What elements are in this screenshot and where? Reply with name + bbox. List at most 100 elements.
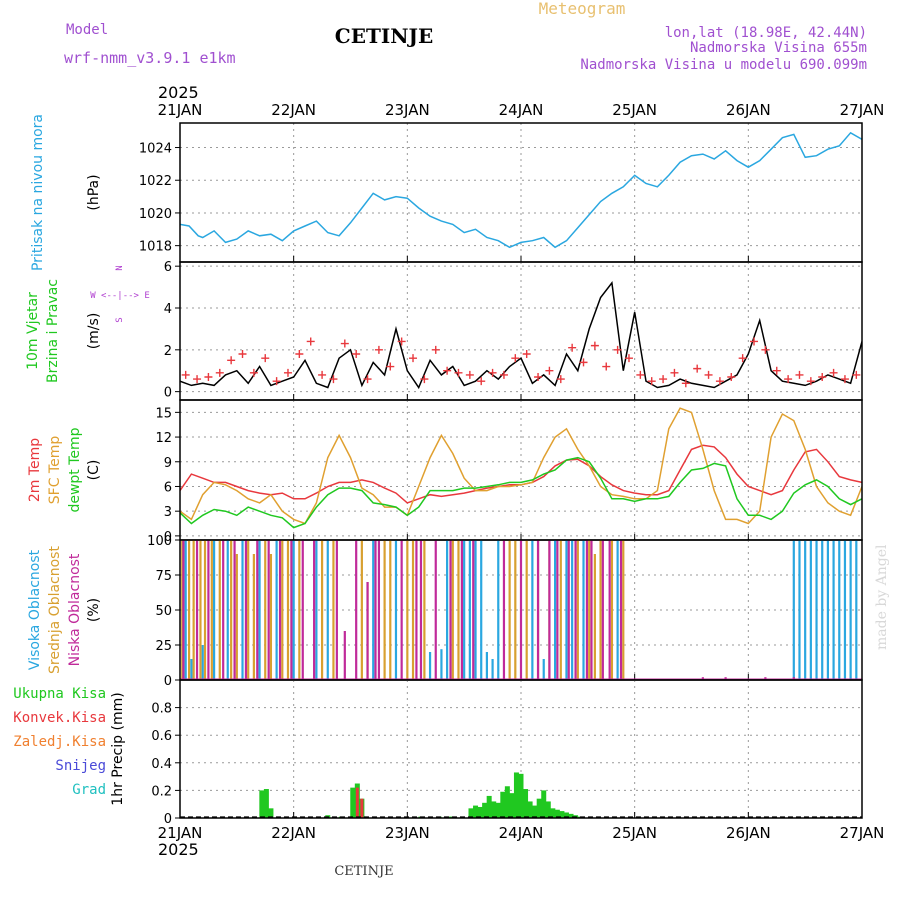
direction-legend-we: W <--|--> E [90, 291, 150, 301]
y-tick-label: 2 [164, 344, 172, 359]
date-label-top: 22JAN [271, 101, 316, 119]
wind-frame [179, 261, 863, 401]
unit-label: (m/s) [86, 313, 102, 350]
gust-marker [806, 377, 815, 386]
gust-marker [568, 343, 577, 352]
model-elevation-label: Nadmorska Visina u modelu 690.099m [580, 57, 867, 73]
gust-marker [443, 366, 452, 375]
gust-marker [829, 368, 838, 377]
precip-total-bar [532, 805, 538, 818]
y-axis-label: Visoka Oblacnost [27, 549, 43, 670]
y-tick-label: 100 [147, 534, 172, 549]
y-tick-label: 1020 [139, 207, 172, 222]
gust-marker [272, 377, 281, 386]
precip-total-bar [268, 808, 274, 818]
precip-legend-label: Konvek.Kisa [13, 710, 106, 726]
precip-legend-label: Grad [72, 782, 106, 798]
gust-marker [784, 375, 793, 384]
gust-marker [795, 370, 804, 379]
gust-marker [818, 373, 827, 381]
precip-total-bar [468, 808, 474, 818]
y-tick-label: 0 [164, 812, 172, 827]
gust-marker [193, 375, 202, 384]
date-label-top: 21JAN [158, 101, 203, 119]
precip-total-bar [263, 789, 269, 818]
gust-marker [602, 362, 611, 371]
precip-legend-label: Snijeg [55, 758, 106, 774]
y-tick-label: 1022 [139, 174, 172, 189]
y-axis-label: SFC Temp [47, 436, 63, 505]
gust-marker [840, 375, 849, 384]
y-axis-label: Brzina i Pravac [45, 279, 61, 383]
date-label-bottom: 26JAN [726, 824, 771, 842]
gust-marker [545, 366, 554, 375]
gust-marker [329, 375, 338, 384]
temperature-frame [179, 399, 863, 541]
precip-legend-label: Zaledj.Kisa [13, 734, 106, 750]
gust-marker [624, 354, 633, 363]
precip-total-bar [509, 793, 515, 818]
date-label-bottom: 27JAN [840, 824, 885, 842]
gust-marker [397, 337, 406, 346]
precip-legend-label: Ukupna Kisa [13, 686, 106, 702]
precip-total-bar [518, 773, 524, 818]
gust-marker [727, 373, 736, 381]
gust-marker [295, 350, 304, 358]
precip-total-bar [495, 802, 501, 818]
gust-marker [556, 375, 565, 384]
unit-label: 1hr Precip (mm) [110, 692, 126, 805]
date-label-bottom: 22JAN [271, 824, 316, 842]
station-title: CETINJE [335, 24, 433, 48]
gust-marker [204, 373, 213, 381]
pressure-plot [180, 131, 862, 249]
gust-marker [318, 370, 327, 379]
lonlat-label: lon,lat (18.98E, 42.44N) [665, 25, 867, 41]
gust-marker [772, 366, 781, 375]
watermark: made by Angel [874, 544, 890, 650]
tsfc-line [180, 407, 862, 525]
y-tick-label: 0 [164, 674, 172, 689]
date-label-top: 25JAN [612, 101, 657, 119]
date-label-top: 26JAN [726, 101, 771, 119]
tdew-line [180, 456, 862, 529]
date-label-bottom: 24JAN [499, 824, 544, 842]
y-tick-label: 3 [164, 505, 172, 520]
gust-marker [420, 375, 429, 384]
direction-legend-n: N [115, 265, 125, 270]
cloud-plot [180, 540, 862, 680]
gust-marker [738, 354, 747, 363]
gust-marker [215, 368, 224, 377]
gust-marker [704, 370, 713, 379]
y-tick-label: 0 [164, 530, 172, 545]
gust-marker [454, 368, 463, 377]
precip-total-bar [477, 806, 483, 818]
unit-label: (hPa) [86, 174, 102, 210]
gust-marker [761, 345, 770, 354]
gust-marker [374, 345, 383, 354]
date-label-top: 27JAN [840, 101, 885, 119]
gust-marker [238, 350, 247, 358]
y-tick-label: 0.8 [151, 702, 172, 717]
date-label-bottom: 21JAN [158, 824, 203, 842]
gust-marker [647, 377, 656, 386]
y-tick-label: 25 [155, 639, 172, 654]
gust-marker [227, 356, 236, 365]
year-bottom: 2025 [158, 840, 199, 859]
precip-total-bar [554, 809, 560, 818]
gust-marker [477, 377, 486, 386]
precip-total-bar [568, 813, 574, 818]
precip-conv-bar [355, 787, 359, 818]
y-tick-label: 75 [155, 569, 172, 584]
precip-total-bar [491, 801, 497, 818]
precip-total-bar [563, 812, 569, 818]
gust-marker [431, 345, 440, 354]
gust-marker [681, 379, 690, 388]
temperature-plot [180, 407, 862, 529]
footer-station: CETINJE [334, 864, 393, 879]
elevation-label: Nadmorska Visina 655m [690, 40, 867, 56]
y-axis-label: Pritisak na nivou mora [30, 114, 46, 271]
gust-marker [852, 370, 861, 379]
gust-marker [363, 375, 372, 384]
precip-plot [180, 772, 862, 818]
